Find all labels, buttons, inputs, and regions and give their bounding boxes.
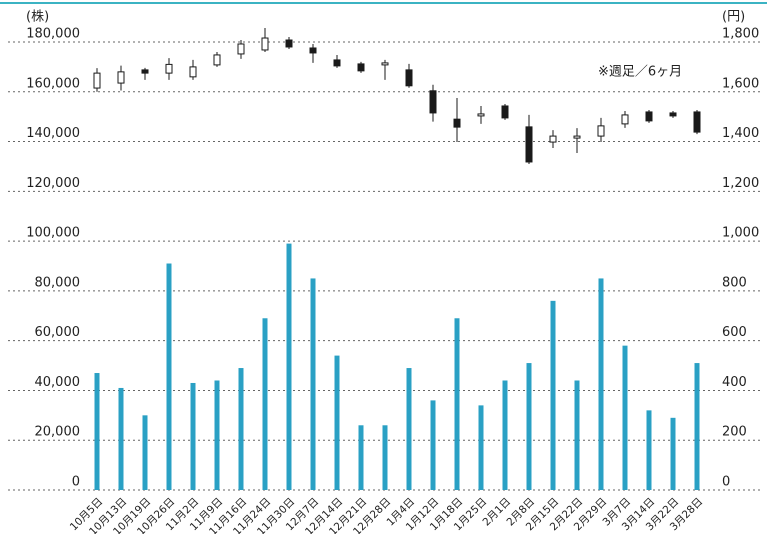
candle-body xyxy=(477,113,485,117)
volume-bar xyxy=(142,415,148,490)
candle-body xyxy=(597,125,605,137)
candle-body xyxy=(165,63,173,74)
y-tick-label: 120,000 xyxy=(26,176,80,191)
volume-bar xyxy=(502,380,508,490)
volume-bar xyxy=(262,318,268,490)
volume-bar xyxy=(550,300,556,490)
volume-bar xyxy=(214,380,220,490)
candle-body xyxy=(141,69,149,74)
candle-body xyxy=(621,114,629,125)
volume-bar xyxy=(94,373,100,490)
y2-tick-label: 1,400 xyxy=(722,126,759,141)
candle-body xyxy=(333,59,341,67)
candle-body xyxy=(117,71,125,84)
y-tick-label: 20,000 xyxy=(35,425,81,440)
volume-bar xyxy=(526,363,532,490)
candle-body xyxy=(285,39,293,48)
volume-bar xyxy=(334,355,340,490)
y-tick-label: 140,000 xyxy=(26,126,80,141)
volume-bar xyxy=(598,278,604,490)
candle-body xyxy=(573,135,581,139)
volume-bar xyxy=(478,405,484,490)
y2-tick-label: 200 xyxy=(722,425,747,440)
volume-bar xyxy=(382,425,388,490)
volume-bar xyxy=(286,243,292,490)
y2-unit: (円) xyxy=(722,10,745,25)
volume-bar xyxy=(670,417,676,490)
y2-tick-label: 800 xyxy=(722,275,747,290)
y-tick-label: 100,000 xyxy=(26,226,80,241)
y2-tick-label: 1,800 xyxy=(722,27,759,42)
y2-tick-label: 1,200 xyxy=(722,176,759,191)
candle-body xyxy=(429,90,437,114)
candle-body xyxy=(693,111,701,133)
candle-body xyxy=(405,69,413,87)
y-tick-label: 180,000 xyxy=(26,27,80,42)
y2-tick-label: 0 xyxy=(722,475,730,490)
candle-body xyxy=(453,118,461,128)
candle-body xyxy=(381,62,389,66)
y2-tick-label: 1,000 xyxy=(722,226,759,241)
y2-tick-label: 1,600 xyxy=(722,76,759,91)
y-tick-label: 80,000 xyxy=(35,275,81,290)
y-tick-label: 0 xyxy=(72,475,80,490)
candle-body xyxy=(309,47,317,54)
volume-bar xyxy=(118,387,124,490)
candle-body xyxy=(525,126,533,163)
y-unit: (株) xyxy=(26,10,49,25)
candle-body xyxy=(261,37,269,51)
y2-tick-label: 600 xyxy=(722,325,747,340)
volume-bar xyxy=(406,368,412,490)
y-tick-label: 40,000 xyxy=(35,375,81,390)
annotation: ※週足／6ヶ月 xyxy=(598,65,682,80)
volume-bar xyxy=(454,318,460,490)
volume-bar xyxy=(694,363,700,490)
volume-bar xyxy=(238,368,244,490)
volume-bar xyxy=(430,400,436,490)
volume-bar xyxy=(166,263,172,490)
volume-bar xyxy=(622,345,628,490)
candle-body xyxy=(501,105,509,119)
volume-bar xyxy=(310,278,316,490)
candle-body xyxy=(357,63,365,72)
y-tick-label: 160,000 xyxy=(26,76,80,91)
y2-tick-label: 400 xyxy=(722,375,747,390)
volume-bar xyxy=(646,410,652,490)
candle-body xyxy=(645,111,653,122)
candle-body xyxy=(93,72,101,89)
volume-bar xyxy=(190,382,196,490)
candle-body xyxy=(237,43,245,55)
y-tick-label: 60,000 xyxy=(35,325,81,340)
candle-body xyxy=(669,112,677,117)
volume-bar xyxy=(574,380,580,490)
candle-body xyxy=(189,66,197,78)
candle-body xyxy=(549,135,557,143)
candle-body xyxy=(213,54,221,66)
volume-bar xyxy=(358,425,364,490)
